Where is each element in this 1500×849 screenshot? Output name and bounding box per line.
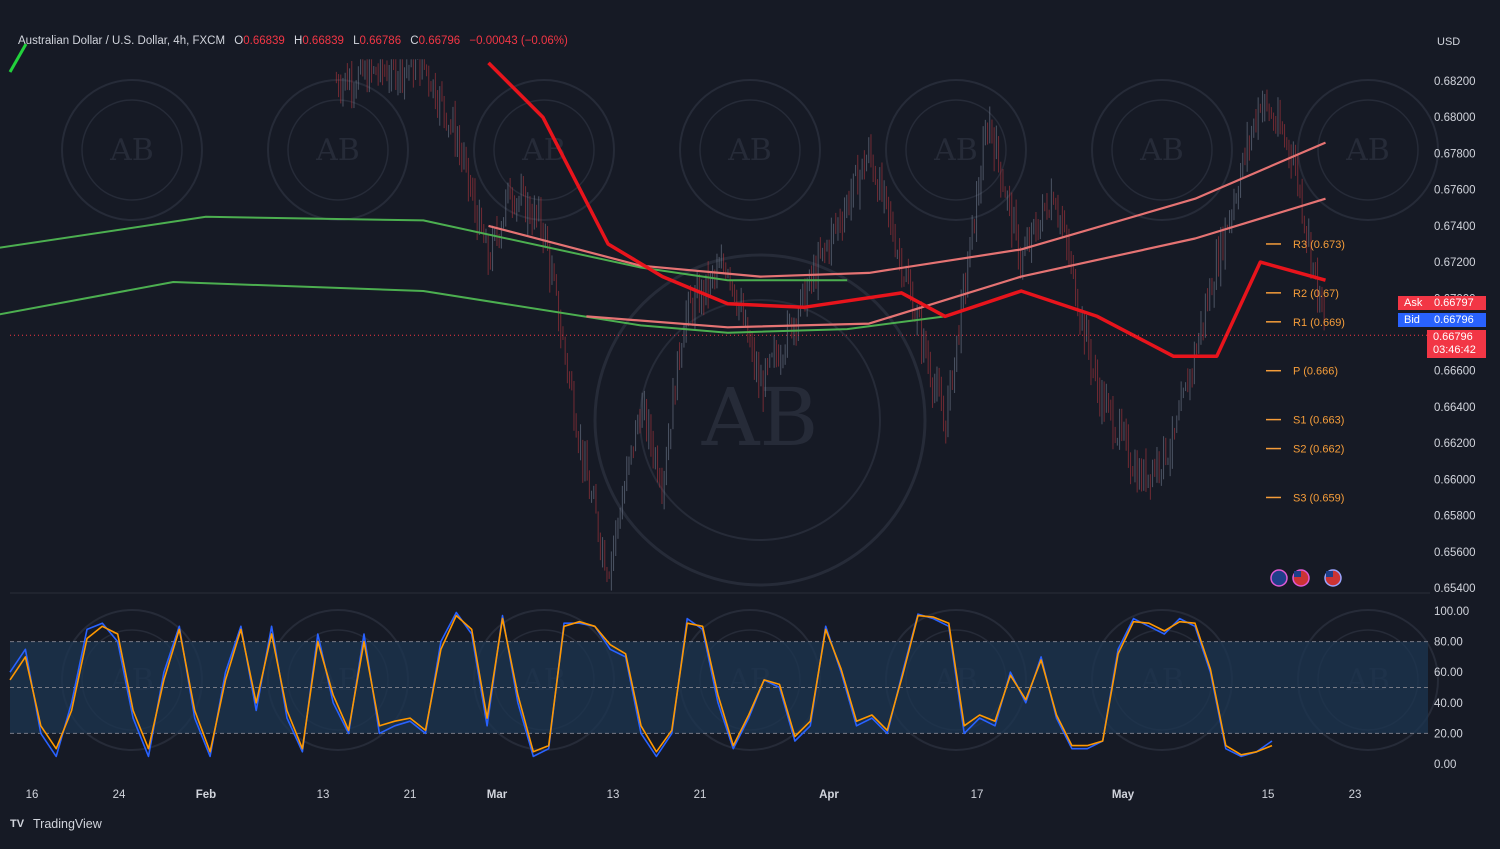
svg-text:AB: AB xyxy=(701,371,819,464)
price-tick-label: 0.67800 xyxy=(1434,148,1476,160)
price-tick-label: 0.65800 xyxy=(1434,511,1476,523)
candles-group xyxy=(335,59,1325,591)
moving-averages-group xyxy=(0,61,1428,358)
time-tick-label: 16 xyxy=(26,789,39,801)
time-tick-label: 13 xyxy=(317,789,330,801)
svg-text:AB: AB xyxy=(109,133,154,168)
low-label: L xyxy=(353,35,360,47)
currency-label[interactable]: USD xyxy=(1437,36,1461,48)
pivot-label: S2 (0.662) xyxy=(1293,444,1344,456)
price-tick-label: 0.68000 xyxy=(1434,112,1476,124)
change-value: −0.00043 (−0.06%) xyxy=(469,35,568,47)
svg-text:AB: AB xyxy=(727,133,772,168)
ask-tag: Ask 0.66797 xyxy=(1398,296,1486,310)
bid-tag: Bid 0.66796 xyxy=(1398,313,1486,327)
pivot-label: R3 (0.673) xyxy=(1293,239,1345,251)
au-flag-icon[interactable] xyxy=(1270,569,1288,587)
price-tick-label: 0.66000 xyxy=(1434,474,1476,486)
time-tick-label: 24 xyxy=(113,789,126,801)
time-tick-label: Apr xyxy=(819,789,839,801)
stoch-tick-label: 0.00 xyxy=(1434,759,1456,771)
moving-average-line-4 xyxy=(586,197,1326,329)
pivot-label: R2 (0.67) xyxy=(1293,288,1339,300)
stoch-tick-label: 60.00 xyxy=(1434,667,1463,679)
svg-text:AB: AB xyxy=(1139,133,1184,168)
stoch-tick-label: 100.00 xyxy=(1434,606,1469,618)
price-tick-label: 0.65400 xyxy=(1434,583,1476,595)
pivot-label: P (0.666) xyxy=(1293,366,1338,378)
close-value: 0.66796 xyxy=(418,35,461,47)
moving-average-line-1 xyxy=(0,215,848,282)
time-tick-label: 15 xyxy=(1262,789,1275,801)
pivot-label: S1 (0.663) xyxy=(1293,415,1344,427)
price-tick-label: 0.66600 xyxy=(1434,366,1476,378)
price-axis: 0.68200 0.68000 0.67800 0.67600 0.67400 0.672… xyxy=(1434,76,1476,771)
open-value: 0.66839 xyxy=(243,35,285,47)
stoch-tick-label: 80.00 xyxy=(1434,637,1463,649)
last-price-value: 0.66796 xyxy=(1433,331,1473,343)
pivot-levels-group: R3 (0.673) R2 (0.67) R1 (0.669) P (0.666) S1… xyxy=(1266,239,1345,504)
stochastic-group xyxy=(9,611,1273,758)
svg-text:AB: AB xyxy=(933,133,978,168)
stoch-tick-label: 40.00 xyxy=(1434,698,1463,710)
svg-text:AB: AB xyxy=(1345,133,1390,168)
stoch-d-line xyxy=(9,614,1273,756)
price-tick-label: 0.68200 xyxy=(1434,76,1476,88)
event-flags[interactable] xyxy=(1270,569,1342,587)
pivot-label: R1 (0.669) xyxy=(1293,317,1345,329)
symbol-header[interactable]: Australian Dollar / U.S. Dollar, 4h, FXC… xyxy=(18,35,568,47)
high-value: 0.66839 xyxy=(302,35,344,47)
ask-label: Ask xyxy=(1404,297,1423,309)
stoch-tick-label: 20.00 xyxy=(1434,728,1463,740)
time-tick-label: 21 xyxy=(404,789,417,801)
time-tick-label: Feb xyxy=(196,789,216,801)
bid-value: 0.66796 xyxy=(1434,314,1474,326)
brand-name[interactable]: TradingView xyxy=(33,817,102,831)
moving-average-line-5 xyxy=(487,61,1326,358)
price-tick-label: 0.65600 xyxy=(1434,547,1476,559)
time-axis[interactable]: 16 24 Feb 13 21 Mar 13 21 Apr 17 May 15 23 xyxy=(26,789,1362,801)
time-tick-label: Mar xyxy=(487,789,508,801)
price-tick-label: 0.67200 xyxy=(1434,257,1476,269)
time-tick-label: 13 xyxy=(607,789,620,801)
price-tick-label: 0.67400 xyxy=(1434,221,1476,233)
last-price-tag: 0.66796 03:46:42 xyxy=(1427,330,1486,358)
high-label: H xyxy=(294,35,303,47)
time-tick-label: 17 xyxy=(971,789,984,801)
price-tick-label: 0.66400 xyxy=(1434,402,1476,414)
pivot-label: S3 (0.659) xyxy=(1293,492,1344,504)
bid-label: Bid xyxy=(1404,314,1420,326)
price-pane[interactable] xyxy=(10,30,1430,590)
open-label: O xyxy=(234,35,244,47)
countdown-value: 03:46:42 xyxy=(1433,344,1476,356)
price-tick-label: 0.66200 xyxy=(1434,438,1476,450)
close-label: C xyxy=(410,35,419,47)
green-corner-marker xyxy=(8,43,28,73)
time-tick-label: May xyxy=(1112,789,1135,801)
time-tick-label: 21 xyxy=(694,789,707,801)
tradingview-logo-icon[interactable]: TV xyxy=(10,818,25,830)
time-tick-label: 23 xyxy=(1349,789,1362,801)
ask-value: 0.66797 xyxy=(1434,297,1474,309)
moving-average-line-2 xyxy=(0,281,946,334)
price-tick-label: 0.67600 xyxy=(1434,185,1476,197)
low-value: 0.66786 xyxy=(359,35,402,47)
symbol-name[interactable]: Australian Dollar / U.S. Dollar, 4h, FXC… xyxy=(18,35,226,47)
moving-average-line-3 xyxy=(488,141,1326,278)
svg-text:AB: AB xyxy=(315,133,360,168)
